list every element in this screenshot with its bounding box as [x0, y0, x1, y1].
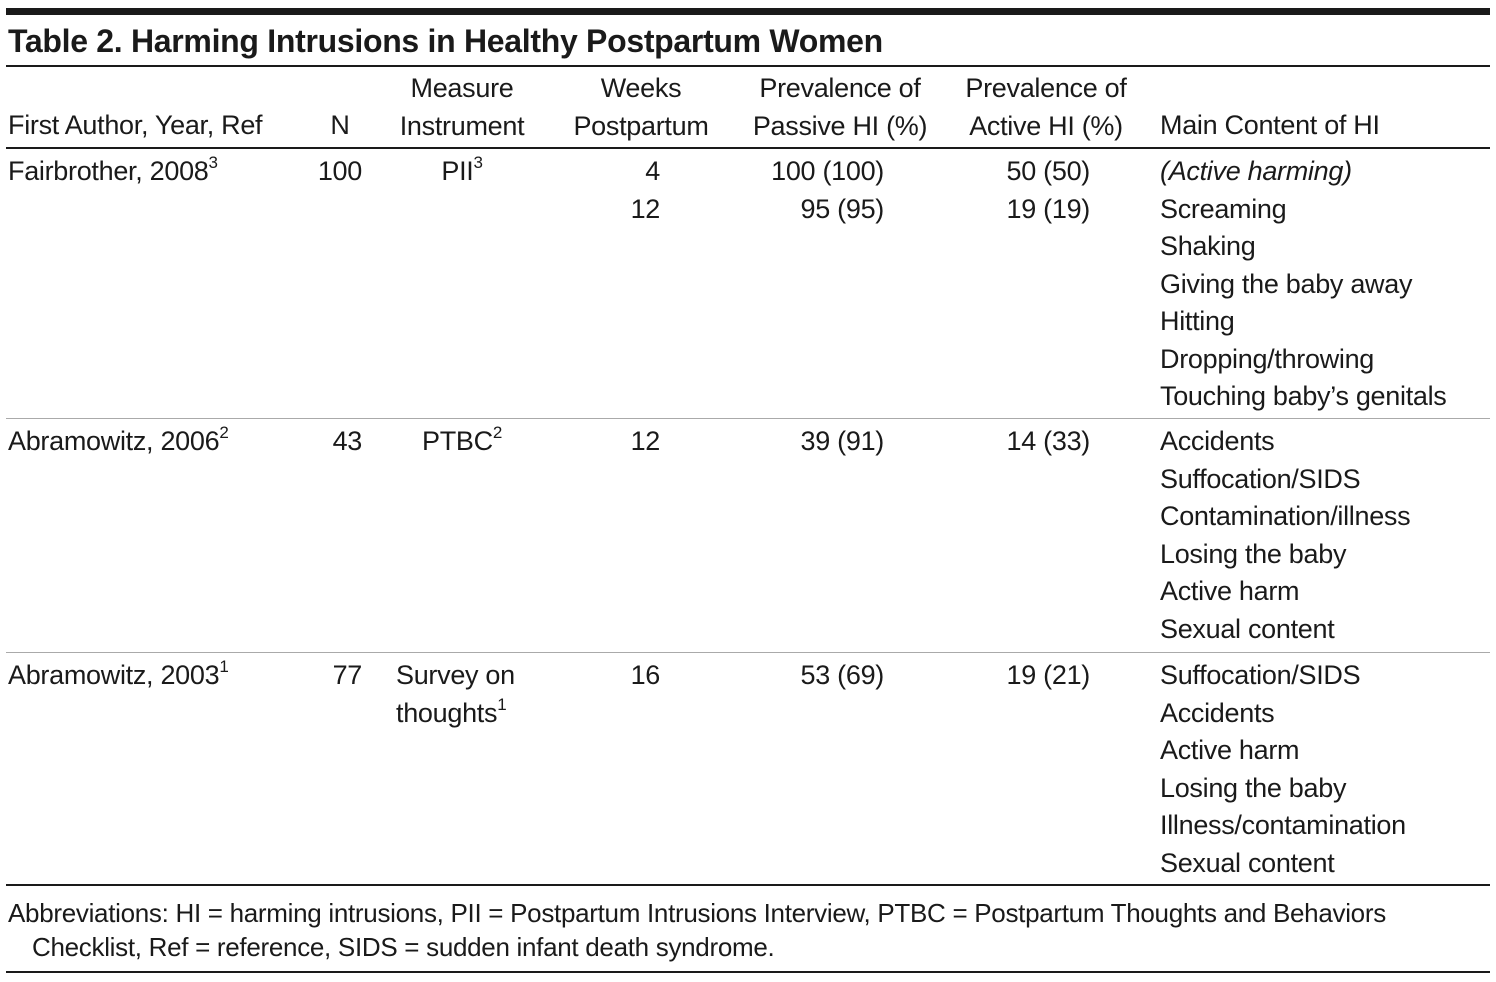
top-rule: [6, 8, 1490, 15]
measure-text: PII: [441, 156, 474, 186]
superscript: 2: [219, 423, 229, 442]
active-prevalence: 14 (33): [1006, 426, 1091, 456]
column-header: Main Content of HI: [1160, 110, 1380, 140]
content-item: Losing the baby: [1160, 772, 1347, 803]
weeks: 12: [630, 426, 661, 456]
content-item: Hitting: [1160, 306, 1235, 336]
rule: [6, 884, 1490, 886]
active-prevalence: 19 (21): [1006, 660, 1091, 690]
n-cell: 43: [332, 426, 363, 456]
row-divider: [6, 418, 1490, 419]
column-header: First Author, Year, Ref: [8, 110, 263, 140]
footnote: Abbreviations: HI = harming intrusions, …: [8, 898, 1386, 962]
rule: [6, 147, 1490, 149]
superscript: 1: [497, 694, 507, 714]
superscript: 3: [208, 153, 218, 172]
measure: Survey on: [396, 660, 515, 690]
bottom-rule: [6, 971, 1490, 973]
column-header: N: [330, 110, 350, 140]
measure: thoughts1: [396, 694, 507, 729]
author: Abramowitz, 20031: [8, 657, 229, 691]
n-cell: 100: [317, 156, 362, 186]
passive-prevalence: 95 (95): [800, 193, 885, 224]
content-item: Dropping/throwing: [1160, 343, 1375, 374]
content-item: Shaking: [1160, 231, 1256, 261]
column-header: Prevalence of: [759, 73, 921, 103]
superscript: 2: [492, 423, 502, 442]
active-prevalence: 19 (19): [1006, 193, 1091, 224]
measure-text: thoughts: [396, 697, 498, 728]
content-item: Contamination/illness: [1160, 501, 1411, 531]
content-item: Illness/contamination: [1160, 810, 1406, 840]
column-header: Active HI (%): [969, 110, 1123, 141]
passive-prevalence: 39 (91): [800, 426, 885, 456]
n-cell: 77: [332, 660, 363, 690]
measure-text: PTBC: [422, 426, 493, 456]
measure: PII3: [441, 153, 483, 187]
weeks: 16: [630, 660, 661, 690]
author: Fairbrother, 20083: [8, 153, 218, 187]
column-header: Measure: [410, 73, 514, 103]
author-text: Fairbrother, 2008: [8, 156, 209, 186]
content-item: Suffocation/SIDS: [1160, 463, 1361, 494]
weeks: 12: [630, 193, 661, 224]
content-item: Sexual content: [1160, 847, 1335, 878]
table-title: Table 2. Harming Intrusions in Healthy P…: [8, 23, 883, 59]
content-item: Active harm: [1160, 735, 1300, 765]
passive-prevalence: 100 (100): [771, 156, 884, 186]
column-header: Prevalence of: [965, 73, 1127, 103]
author-text: Abramowitz, 2003: [8, 660, 220, 690]
content-item: Suffocation/SIDS: [1160, 660, 1361, 690]
row-divider: [6, 652, 1490, 653]
column-header: Instrument: [399, 110, 525, 141]
active-prevalence: 50 (50): [1006, 156, 1091, 186]
content-item: Touching baby’s genitals: [1160, 381, 1447, 411]
content-item: Accidents: [1160, 426, 1275, 456]
rule: [6, 65, 1490, 67]
content-item: Losing the baby: [1160, 538, 1347, 569]
column-header: Postpartum: [573, 110, 709, 141]
author-text: Abramowitz, 2006: [8, 426, 220, 456]
column-header: Weeks: [600, 73, 682, 103]
weeks: 4: [645, 156, 660, 186]
superscript: 1: [219, 657, 229, 676]
content-item: Giving the baby away: [1160, 268, 1413, 299]
content-item: Accidents: [1160, 697, 1275, 728]
measure: PTBC2: [422, 423, 502, 457]
content-item: (Active harming): [1160, 156, 1352, 186]
author: Abramowitz, 20062: [8, 423, 229, 457]
passive-prevalence: 53 (69): [800, 660, 885, 690]
superscript: 3: [473, 153, 483, 172]
content-item: Screaming: [1160, 193, 1287, 224]
content-item: Sexual content: [1160, 613, 1335, 644]
column-header: Passive HI (%): [752, 110, 928, 141]
content-item: Active harm: [1160, 576, 1300, 606]
